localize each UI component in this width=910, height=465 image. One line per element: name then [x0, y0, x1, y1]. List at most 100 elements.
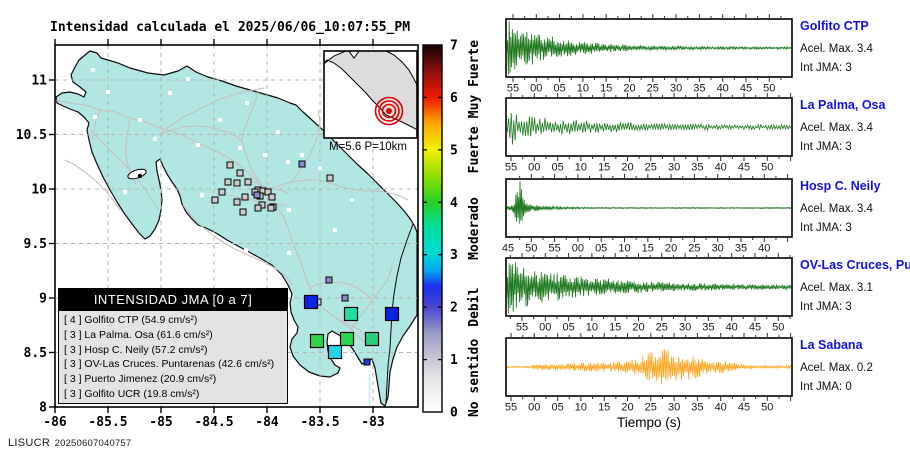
time-ticks	[510, 93, 792, 161]
inset-content	[324, 51, 417, 131]
legend-item: [ 3 ] Golfito UCR (19.8 cm/s²)	[64, 387, 200, 400]
colorbar-category-label: Debil	[467, 288, 482, 327]
time-tick-label: 25	[645, 402, 657, 414]
road	[335, 317, 367, 337]
intensity-square	[327, 344, 343, 360]
road	[229, 194, 287, 207]
station-marker	[268, 193, 276, 201]
station-marker-white	[263, 153, 267, 157]
legend-item: [ 4 ] Golfito CTP (54.9 cm/s²)	[64, 314, 198, 326]
waveform-panel-4: 55 00 05 10 15 20 25 30 35 40 45 50 OV-Las Cruces, P…	[505, 253, 910, 334]
station-marker-white	[93, 115, 97, 119]
road	[55, 99, 266, 191]
time-tick-label: 15	[598, 162, 610, 174]
station-marker-weak	[341, 294, 349, 302]
station-label: OV-Las Cruces, Puntarenas	[800, 258, 910, 272]
waveform-trace	[507, 349, 791, 385]
magnitude-label: M=5.6 P=10km	[329, 141, 407, 153]
station-marker-white	[244, 248, 248, 252]
station-marker-white	[91, 68, 95, 72]
y-tick-label: 9	[39, 292, 47, 307]
road	[159, 87, 265, 135]
time-tick-label: 20	[665, 243, 677, 255]
colorbar-tick-label: 0	[450, 406, 458, 421]
waveform-trace	[507, 112, 791, 145]
waveform-panel-1: 55 00 05 10 15 20 25 30 35 40 45 50 Golfito CTP Acel.…	[505, 14, 873, 95]
waveform-trace	[507, 262, 791, 314]
legend-header: INTENSIDAD JMA [0 a 7]	[59, 289, 287, 311]
seismogram-canvas: 55 00 05 10 15 20 25 30 35 40 45 50 Golfito CTP Acel.…	[502, 14, 910, 430]
time-tick-label: 30	[668, 402, 680, 414]
station-label: Hosp C. Neily	[800, 179, 881, 193]
time-tick-label: 55	[548, 243, 560, 255]
agency-label: LISUCR	[8, 437, 51, 449]
run-code-label: 20250607040757	[54, 438, 132, 449]
time-tick-label: 15	[642, 243, 654, 255]
legend-item: [ 3 ] Hosp C. Neily (57.2 cm/s²)	[64, 343, 208, 356]
time-tick-label: 55	[505, 162, 517, 174]
footer-credit: LISUCR 20250607040757	[8, 433, 131, 451]
station-marker	[239, 208, 247, 216]
station-marker	[211, 196, 219, 204]
colorbar-category-label: Moderado	[467, 197, 482, 260]
time-axis-label: Tiempo (s)	[617, 415, 681, 430]
acel-max-label: Acel. Max. 3.1	[800, 282, 873, 294]
int-jma-label: Int JMA: 3	[800, 141, 852, 153]
time-tick-label: 40	[715, 402, 727, 414]
time-tick-label: 00	[528, 402, 540, 414]
legend-item: [ 3 ] Puerto Jimenez (20.9 cm/s²)	[64, 373, 217, 386]
time-tick-label: 40	[758, 243, 770, 255]
epicenter-icon	[374, 96, 404, 126]
colorbar-tick-label: 3	[450, 248, 458, 263]
station-marker-blue	[363, 358, 371, 366]
time-tick-label: 45	[740, 83, 752, 95]
waveform-trace	[507, 180, 791, 224]
station-marker-white	[103, 200, 107, 204]
station-marker	[264, 188, 272, 196]
time-tick-label: 05	[595, 243, 607, 255]
station-marker-white	[287, 208, 291, 212]
inset-map: M=5.6 P=10km	[323, 50, 418, 153]
time-tick-label: 25	[656, 322, 668, 334]
time-tick-label: 50	[761, 402, 773, 414]
time-tick-label: 40	[717, 83, 729, 95]
legend-item: [ 3 ] OV-Las Cruces. Puntarenas (42.6 cm…	[64, 358, 275, 371]
time-tick-label: 05	[562, 322, 574, 334]
colorbar-frame	[422, 44, 443, 413]
station-marker-white	[238, 146, 242, 150]
time-ticks	[509, 253, 791, 321]
colorbar-tick-label: 4	[450, 196, 458, 211]
station-marker	[224, 178, 232, 186]
road	[64, 159, 121, 211]
x-tick-label: -84	[255, 415, 279, 430]
time-tick-label: 15	[598, 402, 610, 414]
time-tick-label: 40	[715, 162, 727, 174]
time-tick-label: 15	[600, 83, 612, 95]
intensity-square	[384, 306, 400, 322]
time-tick-label: 50	[761, 162, 773, 174]
time-tick-label: 40	[726, 322, 738, 334]
station-marker	[244, 178, 252, 186]
acel-max-label: Acel. Max. 0.2	[800, 362, 873, 374]
jma-legend: INTENSIDAD JMA [0 a 7] [ 4 ] Golfito CTP…	[58, 288, 288, 404]
station-marker-white	[200, 193, 204, 197]
map-frame	[54, 44, 419, 408]
colorbar-tick-label: 1	[450, 353, 458, 368]
colorbar: 0 1 2 3 4 5 6 7 No sentido Debil Moderado Fuerte Muy…	[422, 39, 482, 421]
legend-item: [ 3 ] La Palma. Osa (61.6 cm/s²)	[64, 328, 213, 341]
time-tick-label: 55	[516, 322, 528, 334]
waveform-panel-3: 45 50 55 00 05 10 15 20 25 30 35 40 Hosp C. Neily Ace…	[502, 174, 881, 255]
time-tick-label: 45	[738, 402, 750, 414]
station-marker	[218, 188, 226, 196]
inset-frame	[323, 50, 418, 139]
acel-max-label: Acel. Max. 3.4	[800, 122, 873, 134]
time-tick-label: 00	[528, 162, 540, 174]
time-tick-label: 00	[572, 243, 584, 255]
station-marker-white	[138, 118, 142, 122]
station-marker-white	[300, 153, 304, 157]
seismogram-panel: 55 00 05 10 15 20 25 30 35 40 45 50 Golfito CTP Acel.…	[490, 0, 910, 460]
time-tick-label: 25	[645, 162, 657, 174]
time-tick-label: 25	[688, 243, 700, 255]
time-tick-label: 30	[670, 83, 682, 95]
